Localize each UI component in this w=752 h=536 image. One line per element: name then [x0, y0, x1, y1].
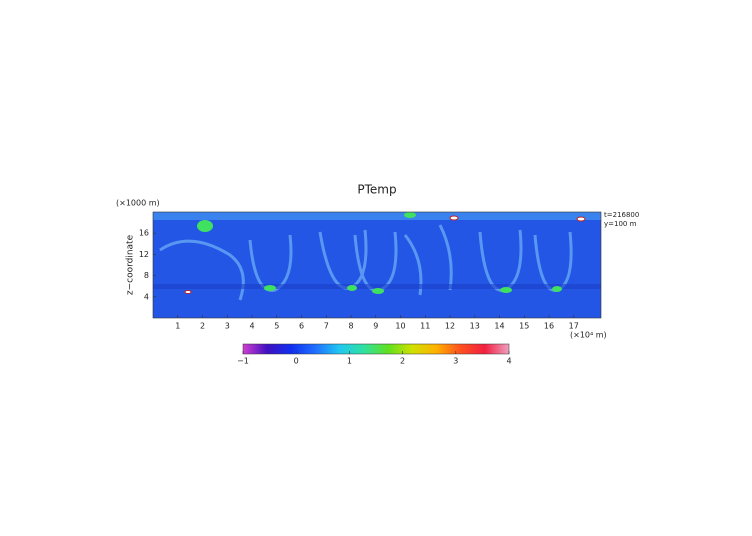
x-tick-label: 15 [519, 322, 529, 331]
x-tick-label: 2 [200, 322, 205, 331]
y-unit: (×1000 m) [116, 199, 160, 208]
chart-title: PTemp [357, 183, 396, 197]
y-tick-label: 12 [139, 250, 149, 259]
field-background [153, 212, 601, 318]
y-tick-label: 8 [144, 271, 149, 280]
colorbar-tick-label: −1 [237, 357, 249, 366]
colorbar [242, 343, 510, 355]
colorbar-tick-label: 0 [294, 357, 299, 366]
colorbar-tick-label: 4 [506, 357, 511, 366]
x-tick-label: 16 [544, 322, 554, 331]
x-unit: (×10⁴ m) [570, 331, 607, 340]
annotation: y=100 m [604, 220, 637, 228]
y-axis-label: z−coordinate [126, 234, 136, 295]
plot-frame [152, 211, 602, 319]
x-tick-label: 5 [274, 322, 279, 331]
x-tick-label: 7 [324, 322, 329, 331]
x-tick-label: 9 [373, 322, 378, 331]
colorbar-tick-label: 2 [400, 357, 405, 366]
x-tick-label: 4 [249, 322, 254, 331]
x-tick-label: 14 [494, 322, 504, 331]
colorbar-tick-label: 3 [453, 357, 458, 366]
x-tick-label: 12 [445, 322, 455, 331]
x-tick-label: 11 [420, 322, 430, 331]
x-tick-label: 1 [175, 322, 180, 331]
field-hotspots [197, 212, 562, 294]
field-band [153, 212, 601, 220]
field [153, 212, 601, 318]
x-tick-label: 13 [470, 322, 480, 331]
annotation: t=216800 [604, 211, 639, 219]
y-tick-label: 16 [139, 229, 149, 238]
x-tick-label: 6 [299, 322, 304, 331]
colorbar-tick-label: 1 [347, 357, 352, 366]
y-tick-label: 4 [144, 292, 149, 301]
x-tick-label: 10 [395, 322, 405, 331]
x-tick-label: 17 [569, 322, 579, 331]
x-tick-label: 3 [225, 322, 230, 331]
field-band [153, 284, 601, 289]
field-peaks [184, 215, 586, 294]
x-tick-label: 8 [348, 322, 353, 331]
